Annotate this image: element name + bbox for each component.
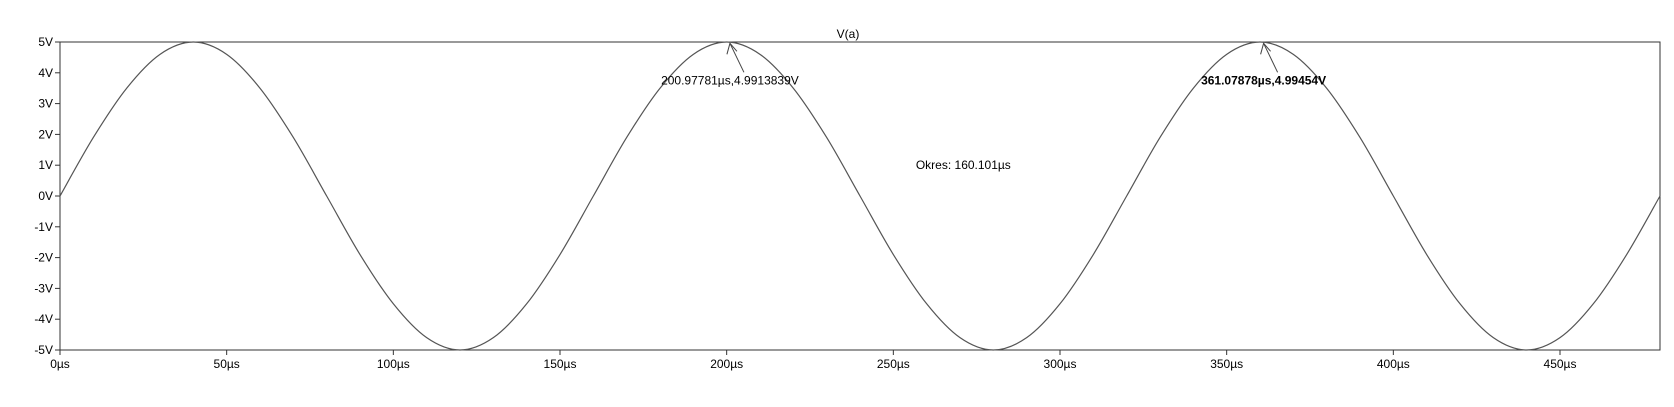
y-tick-label: 0V: [38, 189, 53, 203]
y-tick-label: -1V: [34, 220, 53, 234]
annotation-arrowhead: [1260, 42, 1271, 55]
y-tick-label: 1V: [38, 158, 53, 172]
y-tick-label: 2V: [38, 127, 53, 141]
x-tick-label: 450µs: [1544, 357, 1577, 371]
period-label: Okres: 160.101µs: [916, 158, 1011, 172]
y-tick-label: -2V: [34, 251, 53, 265]
annotation-arrow: [1263, 43, 1279, 73]
y-tick-label: 3V: [38, 97, 53, 111]
x-tick-label: 200µs: [710, 357, 743, 371]
x-tick-label: 150µs: [544, 357, 577, 371]
series-layer: [59, 41, 1661, 351]
cursor-readout-label: 200.97781µs,4.9913839V: [661, 73, 799, 87]
x-tick-label: 300µs: [1044, 357, 1077, 371]
cursor-readout-label: 361.07878µs,4.99454V: [1201, 73, 1326, 87]
x-tick-label: 50µs: [214, 357, 240, 371]
annotation-layer: 200.97781µs,4.9913839V 361.07878µs,4.9945…: [661, 42, 1326, 172]
x-tick-label: 250µs: [877, 357, 910, 371]
x-axis: 0µs 50µs 100µs 150µs 200µs 250µs 300µs 350µs 400…: [50, 350, 1576, 371]
x-tick-label: 100µs: [377, 357, 410, 371]
y-tick-label: -4V: [34, 312, 53, 326]
y-tick-label: 5V: [38, 35, 53, 49]
x-tick-label: 350µs: [1210, 357, 1243, 371]
y-axis: 5V 4V 3V 2V 1V 0V -1V -2V -3V -4V -5V: [34, 35, 60, 357]
annotation-arrow: [729, 43, 745, 73]
y-tick-label: 4V: [38, 66, 53, 80]
x-tick-label: 0µs: [50, 357, 70, 371]
y-tick-label: -5V: [34, 343, 53, 357]
x-tick-label: 400µs: [1377, 357, 1410, 371]
y-tick-label: -3V: [34, 281, 53, 295]
series-line-va: [59, 41, 1661, 351]
series-title: V(a): [837, 27, 860, 41]
annotation-arrowhead: [726, 42, 738, 55]
